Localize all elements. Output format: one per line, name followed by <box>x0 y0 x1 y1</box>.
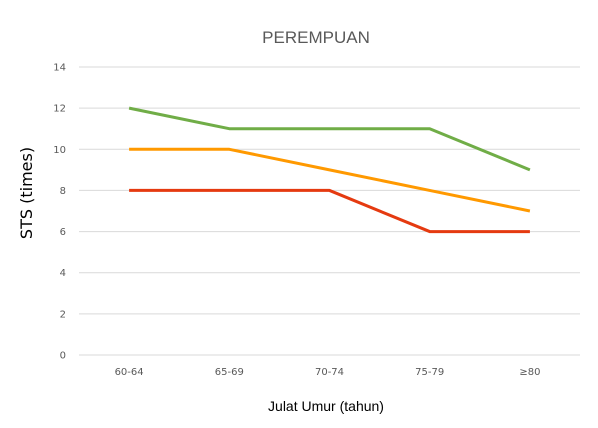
chart-title: PEREMPUAN <box>262 28 370 47</box>
y-tick-label: 14 <box>53 63 66 74</box>
x-axis-label: Julat Umur (tahun) <box>268 398 384 414</box>
y-tick-label: 10 <box>53 145 66 156</box>
series-line-2 <box>129 147 531 213</box>
x-tick-label: ≥80 <box>519 367 540 378</box>
y-tick-label: 4 <box>60 268 66 279</box>
y-tick-label: 2 <box>60 309 66 320</box>
y-axis-ticks: 0 2 4 6 8 10 12 14 <box>53 63 66 362</box>
x-tick-label: 60-64 <box>115 367 144 378</box>
gridlines <box>79 66 580 356</box>
x-tick-label: 70-74 <box>315 367 344 378</box>
y-tick-label: 8 <box>60 186 66 197</box>
x-tick-label: 75-79 <box>415 367 444 378</box>
series-line-1 <box>128 106 531 172</box>
series-lines <box>128 106 531 234</box>
x-tick-label: 65-69 <box>215 367 244 378</box>
y-tick-label: 0 <box>60 351 66 362</box>
x-axis-ticks: 60-64 65-69 70-74 75-79 ≥80 <box>115 367 541 378</box>
y-tick-label: 6 <box>60 227 66 238</box>
series-line-3 <box>129 188 530 234</box>
y-tick-label: 12 <box>53 104 66 115</box>
y-axis-label: STS (times) <box>17 147 36 239</box>
